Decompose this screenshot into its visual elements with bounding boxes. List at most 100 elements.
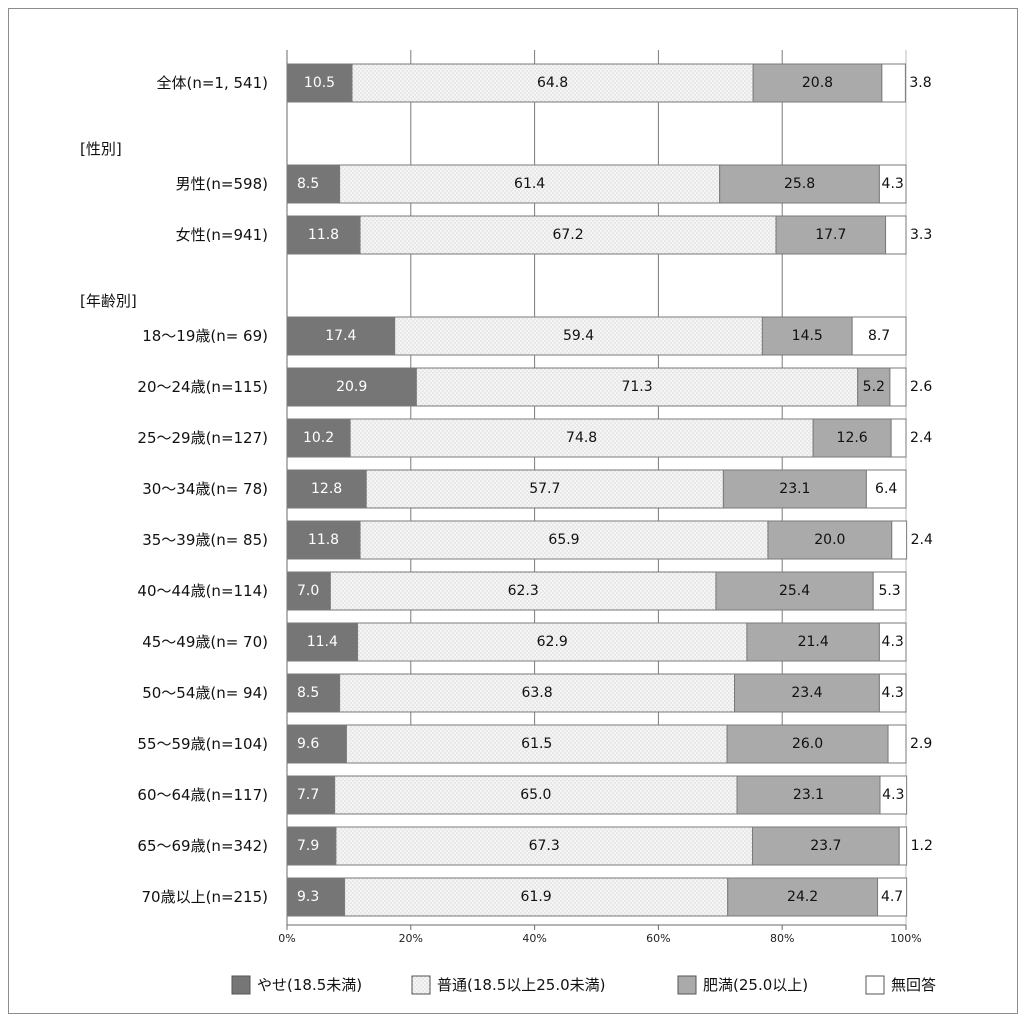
chart-frame: [8, 8, 1018, 1014]
data-label: 9.6: [297, 736, 319, 752]
x-tick-label: 100%: [890, 932, 921, 945]
bar-segment: [344, 877, 729, 917]
x-tick-label: 20%: [399, 932, 423, 945]
data-label: 4.3: [882, 176, 904, 192]
data-label: 2.4: [911, 532, 933, 548]
bar-segment: [365, 469, 724, 509]
category-label: 女性(n=941): [176, 226, 268, 244]
data-label: 9.3: [297, 889, 319, 905]
bar-segment: [891, 520, 908, 560]
bar-segment: [286, 418, 351, 458]
data-label: 2.9: [910, 736, 932, 752]
bar-segment: [286, 367, 417, 407]
data-label: 4.7: [881, 889, 903, 905]
bar-segment: [339, 164, 721, 204]
bar-segment: [898, 826, 908, 866]
category-label: 45～49歳(n= 70): [142, 633, 268, 651]
bar-segment: [359, 215, 777, 255]
category-label: 18～19歳(n= 69): [142, 327, 268, 345]
bar-segment: [857, 367, 891, 407]
category-label: 55～59歳(n=104): [137, 735, 268, 753]
legend-swatch: [677, 975, 697, 995]
data-label: 11.8: [308, 532, 339, 548]
data-label: 24.2: [787, 889, 818, 905]
bar-segment: [736, 775, 881, 815]
bar-segment: [851, 316, 907, 356]
data-label: 64.8: [537, 75, 568, 91]
legend-swatch: [231, 975, 251, 995]
data-label: 12.8: [311, 481, 342, 497]
data-label: 6.4: [875, 481, 897, 497]
legend-label: 無回答: [891, 976, 936, 994]
bar-segment: [334, 775, 738, 815]
x-tick-label: 80%: [770, 932, 794, 945]
legend-swatch: [411, 975, 431, 995]
bar-segment: [329, 571, 717, 611]
data-label: 21.4: [798, 634, 829, 650]
data-label: 23.1: [793, 787, 824, 803]
bar-segment: [746, 622, 880, 662]
bar-segment: [286, 316, 396, 356]
x-tick-label: 60%: [646, 932, 670, 945]
data-label: 11.4: [307, 634, 338, 650]
data-label: 23.4: [791, 685, 822, 701]
data-label: 3.3: [910, 227, 932, 243]
group-header: [年齢別]: [80, 292, 137, 310]
bar-segment: [349, 418, 814, 458]
data-label: 23.7: [810, 838, 841, 854]
bar-segment: [872, 571, 907, 611]
bar-segment: [351, 63, 754, 103]
data-label: 17.4: [325, 328, 356, 344]
data-label: 2.4: [910, 430, 932, 446]
legend-label: 普通(18.5以上25.0未満): [437, 976, 606, 994]
bar-segment: [881, 63, 906, 103]
data-label: 23.1: [779, 481, 810, 497]
x-tick-label: 0%: [278, 932, 295, 945]
bar-segment: [877, 877, 908, 917]
data-label: 59.4: [563, 328, 594, 344]
data-label: 65.9: [548, 532, 579, 548]
bar-segment: [887, 724, 907, 764]
bar-segment: [734, 673, 880, 713]
bar-segment: [286, 215, 361, 255]
bar-segment: [335, 826, 753, 866]
bar-segment: [865, 469, 907, 509]
category-label: 50～54歳(n= 94): [142, 684, 268, 702]
bar-segment: [812, 418, 892, 458]
category-label: 25～29歳(n=127): [137, 429, 268, 447]
bar-segment: [878, 622, 907, 662]
bar-segment: [752, 63, 883, 103]
category-label: 男性(n=598): [176, 175, 268, 193]
data-label: 4.3: [882, 685, 904, 701]
data-label: 11.8: [308, 227, 339, 243]
data-label: 57.7: [529, 481, 560, 497]
category-label: 35～39歳(n= 85): [142, 531, 268, 549]
group-header: [性別]: [80, 140, 122, 158]
data-label: 65.0: [520, 787, 551, 803]
bar-segment: [394, 316, 763, 356]
category-label: 30～34歳(n= 78): [142, 480, 268, 498]
category-label: 40～44歳(n=114): [137, 582, 268, 600]
legend-label: 肥満(25.0以上): [703, 976, 808, 994]
data-label: 12.6: [837, 430, 868, 446]
data-label: 20.0: [814, 532, 845, 548]
category-label: 70歳以上(n=215): [142, 888, 269, 906]
data-label: 3.8: [909, 75, 931, 91]
data-label: 7.7: [297, 787, 319, 803]
bar-segment: [761, 316, 853, 356]
x-tick-label: 40%: [522, 932, 546, 945]
data-label: 7.9: [297, 838, 319, 854]
data-label: 2.6: [910, 379, 932, 395]
data-label: 61.5: [521, 736, 552, 752]
bar-segment: [885, 215, 907, 255]
bar-segment: [345, 724, 728, 764]
bar-segment: [878, 673, 907, 713]
bar-segment: [286, 775, 336, 815]
data-label: 67.2: [552, 227, 583, 243]
legend-swatch: [865, 975, 885, 995]
bar-segment: [359, 520, 769, 560]
data-label: 10.2: [303, 430, 334, 446]
data-label: 74.8: [566, 430, 597, 446]
bar-segment: [286, 877, 346, 917]
bar-segment: [775, 215, 887, 255]
